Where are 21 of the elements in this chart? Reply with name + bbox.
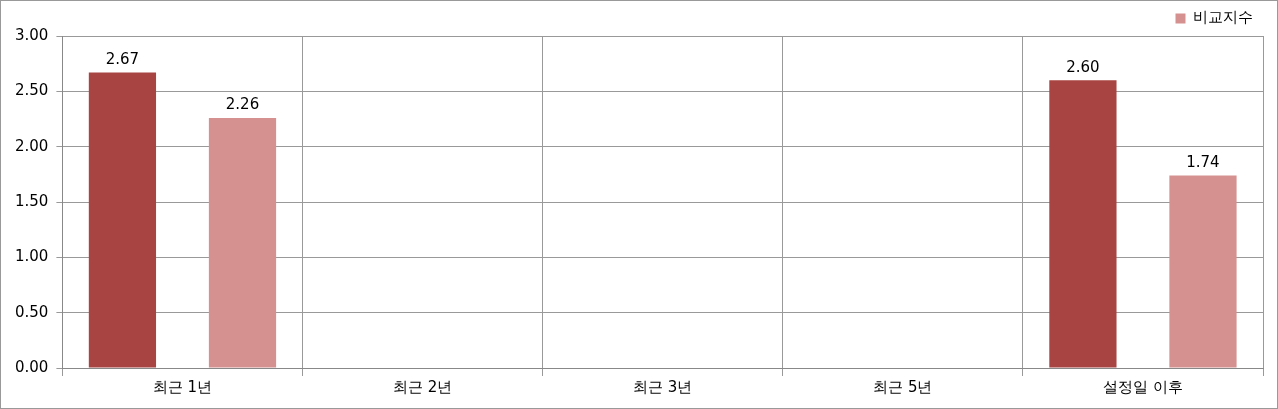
x-tick-label: 최근 2년 [392,377,453,396]
bar [208,117,277,368]
y-tick-label: 2.00 [14,136,49,155]
data-label: 2.60 [1066,57,1100,76]
y-tick-label: 0.00 [14,357,49,376]
legend-label: 비교지수 [1193,8,1253,27]
data-label: 1.74 [1186,152,1220,171]
y-tick-label: 1.50 [14,191,49,210]
y-tick-label: 3.00 [14,25,49,44]
bar [1049,80,1117,368]
x-tick-label: 최근 1년 [152,377,213,396]
x-tick-label: 최근 3년 [633,377,693,396]
data-label: 2.67 [105,49,140,68]
y-tick-label: 1.00 [14,247,49,266]
bar [88,72,157,368]
data-label: 2.26 [225,95,260,114]
bar [1169,175,1237,368]
x-tick-label: 최근 5년 [873,377,933,396]
x-tick-label: 설정일 이후 [1103,377,1183,396]
y-tick-label: 2.50 [14,81,49,100]
y-tick-label: 0.50 [14,302,49,321]
